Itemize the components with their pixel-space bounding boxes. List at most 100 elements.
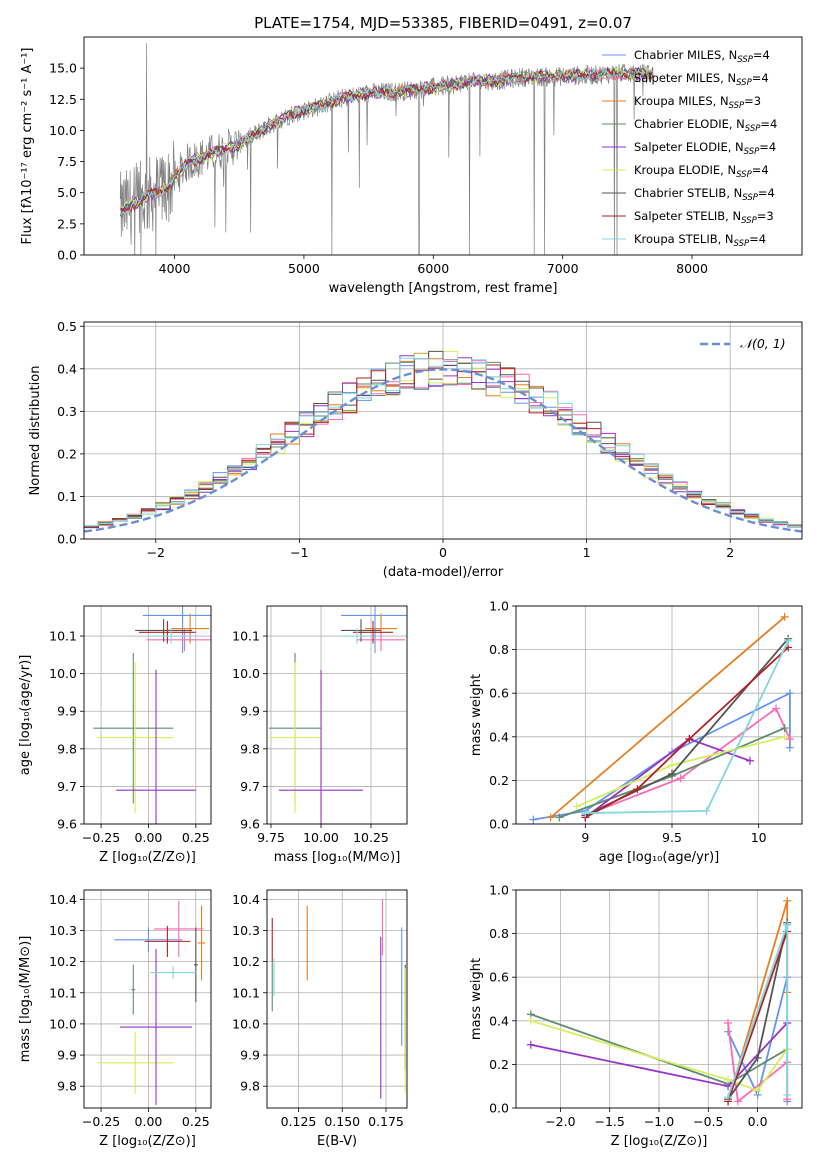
weight-marker [668, 761, 676, 770]
error-bar-point [193, 927, 198, 1003]
axes-age_vs_mass: 9.75 10.00 10.25 9.6 9.7 9.8 9.9 10.0 10.1 [232, 606, 407, 845]
x-axis-label: age [log₁₀(age/yr)] [599, 850, 720, 865]
histogram-8 [84, 357, 802, 530]
x-tick-label: −1 [290, 545, 308, 560]
weight-line-2 [584, 707, 791, 817]
weight-marker [724, 1093, 733, 1102]
axes-weight_vs_age: 9 9.5 10 0.0 0.2 0.4 0.6 0.8 1.0 [489, 599, 802, 845]
legend-entry: Salpeter MILES, NSSP=4 [634, 71, 769, 88]
error-bar-point [279, 669, 363, 824]
error-bar-point [150, 966, 196, 979]
x-tick-label: 0.125 [281, 1114, 317, 1129]
y-tick-label: 0.2 [57, 446, 77, 461]
axes-weight_vs_z: −2.0 −1.5 −1.0 −0.5 0.0 0.0 0.2 0.4 0.6 0.8 1.0 [489, 883, 802, 1129]
x-tick-label: −0.5 [693, 1114, 723, 1129]
y-tick-label: 12.5 [49, 92, 77, 107]
y-axis-label: Flux [fλ10⁻¹⁷ erg cm⁻² s⁻¹ A⁻¹] [20, 48, 35, 245]
axes-frame [83, 889, 212, 1109]
y-tick-label: 10.1 [49, 985, 77, 1000]
y-tick-label: 10.0 [232, 1016, 260, 1031]
x-tick-label: 0.00 [135, 830, 163, 845]
y-tick-label: 0.1 [57, 489, 77, 504]
x-tick-label: 10 [751, 830, 767, 845]
axes-mass_vs_z: −0.25 0.00 0.25 9.8 9.9 10.0 10.1 10.2 10.3 10.4 [49, 890, 211, 1129]
error-bar-point [144, 925, 191, 957]
x-tick-label: −2 [147, 545, 165, 560]
x-tick-label: 7000 [547, 261, 579, 276]
error-bar-point [135, 619, 193, 642]
x-tick-label: 0.00 [135, 1114, 163, 1129]
error-bar-point [97, 1031, 174, 1094]
y-tick-label: 0.2 [489, 1057, 509, 1072]
y-tick-label: 10.2 [49, 954, 77, 969]
y-tick-label: 0.0 [57, 248, 77, 263]
x-tick-label: 1 [583, 545, 591, 560]
legend-value: =3 [757, 209, 774, 223]
legend-sub: SSP [736, 78, 752, 88]
y-tick-label: 0.5 [57, 319, 77, 334]
y-tick-label: 9.8 [57, 1079, 77, 1094]
weight-marker [784, 636, 793, 645]
y-tick-label: 9.9 [240, 1048, 260, 1063]
y-tick-label: 9.6 [57, 817, 77, 832]
weight-line-5 [530, 1019, 788, 1092]
x-tick-label: 9.75 [257, 830, 285, 845]
x-tick-label: 10.25 [353, 830, 389, 845]
y-tick-label: 9.8 [240, 741, 260, 756]
error-bar-point [120, 949, 193, 1105]
error-bar-point [148, 628, 194, 644]
weight-marker [526, 1040, 535, 1049]
legend-entry: Salpeter STELIB, NSSP=3 [634, 209, 774, 226]
y-tick-label: 10.3 [232, 923, 260, 938]
y-tick-label: 0.3 [57, 404, 77, 419]
legend-value: =4 [752, 71, 769, 85]
error-bar-point [97, 662, 174, 813]
x-axis-label: wavelength [Angstrom, rest frame] [329, 281, 558, 296]
error-bar-point [269, 662, 321, 813]
weight-line-7 [584, 646, 789, 819]
y-tick-label: 9.7 [240, 779, 260, 794]
axes-age_vs_z: −0.25 0.00 0.25 9.6 9.7 9.8 9.9 10.0 10.1 [49, 606, 211, 845]
weight-marker [581, 809, 590, 818]
axes-frame [515, 605, 803, 825]
error-bar-point [131, 964, 136, 1015]
weight-marker [733, 1097, 742, 1106]
weight-marker [780, 612, 789, 621]
weight-marker [572, 802, 581, 811]
y-tick-label: 9.8 [57, 741, 77, 756]
y-tick-label: 0.0 [489, 1101, 509, 1116]
y-tick-label: 0.6 [489, 686, 509, 701]
weight-line-8 [585, 640, 789, 814]
model-line-6 [119, 66, 653, 212]
weight-marker [668, 769, 676, 778]
x-tick-label: 0.175 [368, 1114, 404, 1129]
y-tick-label: 7.5 [57, 154, 77, 169]
y-tick-label: 9.6 [240, 817, 260, 832]
weight-marker [772, 704, 780, 713]
y-tick-label: 0.4 [489, 729, 509, 744]
legend-sub: SSP [744, 147, 760, 157]
legend-entry: Chabrier MILES, NSSP=4 [634, 48, 770, 65]
weight-marker [785, 689, 794, 698]
axes-frame [83, 321, 803, 540]
legend-value: =3 [744, 94, 761, 108]
legend-sub: SSP [734, 239, 750, 249]
weight-marker [783, 896, 792, 905]
error-bar-point [341, 606, 407, 653]
x-tick-label: 0.25 [182, 830, 210, 845]
legend-sub: SSP [742, 193, 758, 203]
y-tick-label: 10.2 [232, 954, 260, 969]
x-tick-label: 9.5 [662, 830, 682, 845]
weight-marker [555, 813, 564, 822]
y-tick-label: 10.3 [49, 923, 77, 938]
y-tick-label: 0.8 [489, 926, 509, 941]
axes-spectrum: 4000 5000 6000 7000 8000 0.0 2.5 5.0 7.5 10.0 12.5… [49, 61, 708, 276]
y-tick-label: 9.7 [57, 779, 77, 794]
y-tick-label: 9.9 [240, 704, 260, 719]
y-tick-label: 10.0 [49, 666, 77, 681]
weight-marker [753, 1086, 762, 1095]
y-tick-label: 10.1 [232, 985, 260, 1000]
legend-value: =4 [749, 232, 766, 246]
error-bar-point [197, 905, 206, 981]
x-tick-label: −1.0 [644, 1114, 674, 1129]
